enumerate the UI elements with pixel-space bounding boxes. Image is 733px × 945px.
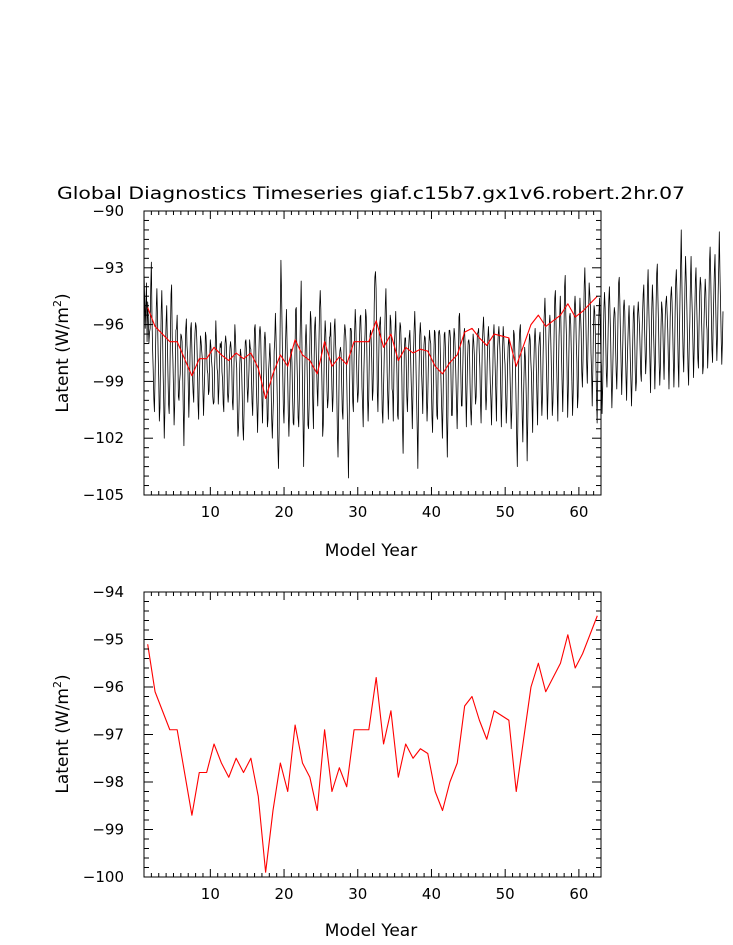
series-line-red bbox=[147, 615, 598, 873]
timeseries-panel-top: 10 20 30 40 50 60 −90 −93 −96 −99 −102 −105 Model Y… bbox=[51, 202, 724, 561]
x-tick-label: 40 bbox=[422, 503, 441, 521]
y-tick-label: −105 bbox=[83, 486, 124, 504]
y-tick-label: −99 bbox=[92, 372, 124, 390]
series-line-black bbox=[143, 229, 724, 479]
y-tick-label: −96 bbox=[92, 316, 124, 334]
x-tick-label: 10 bbox=[201, 503, 220, 521]
plot-frame bbox=[143, 591, 602, 878]
x-tick-label: 50 bbox=[496, 885, 515, 903]
x-axis-label: Model Year bbox=[325, 921, 417, 941]
x-tick-label: 60 bbox=[569, 503, 588, 521]
x-tick-label: 60 bbox=[569, 885, 588, 903]
x-tick-label: 40 bbox=[422, 885, 441, 903]
y-tick-label: −98 bbox=[92, 773, 124, 791]
y-tick-label: −102 bbox=[83, 429, 124, 447]
x-tick-label: 20 bbox=[275, 503, 294, 521]
x-tick-label: 20 bbox=[275, 885, 294, 903]
x-tick-label: 30 bbox=[348, 885, 367, 903]
y-axis-label: Latent (W/m2) bbox=[51, 293, 73, 412]
y-tick-label: −95 bbox=[92, 631, 124, 649]
timeseries-panel-bottom: 10 20 30 40 50 60 −94 −95 −96 −97 −98 −99 −100 Model… bbox=[51, 583, 602, 941]
y-tick-label: −100 bbox=[83, 868, 124, 886]
x-tick-label: 50 bbox=[496, 503, 515, 521]
figure-title: Global Diagnostics Timeseries giaf.c15b7… bbox=[57, 184, 685, 204]
x-axis-label: Model Year bbox=[325, 541, 417, 561]
series-line-red bbox=[147, 295, 598, 399]
x-tick-label: 10 bbox=[201, 885, 220, 903]
x-tick-label: 30 bbox=[348, 503, 367, 521]
y-tick-label: −93 bbox=[92, 259, 124, 277]
y-axis-label: Latent (W/m2) bbox=[51, 674, 73, 793]
y-tick-label: −94 bbox=[92, 583, 124, 601]
y-tick-label: −97 bbox=[92, 726, 124, 744]
plot-frame bbox=[143, 210, 602, 496]
y-tick-label: −96 bbox=[92, 678, 124, 696]
y-tick-label: −90 bbox=[92, 202, 124, 220]
y-tick-label: −99 bbox=[92, 821, 124, 839]
